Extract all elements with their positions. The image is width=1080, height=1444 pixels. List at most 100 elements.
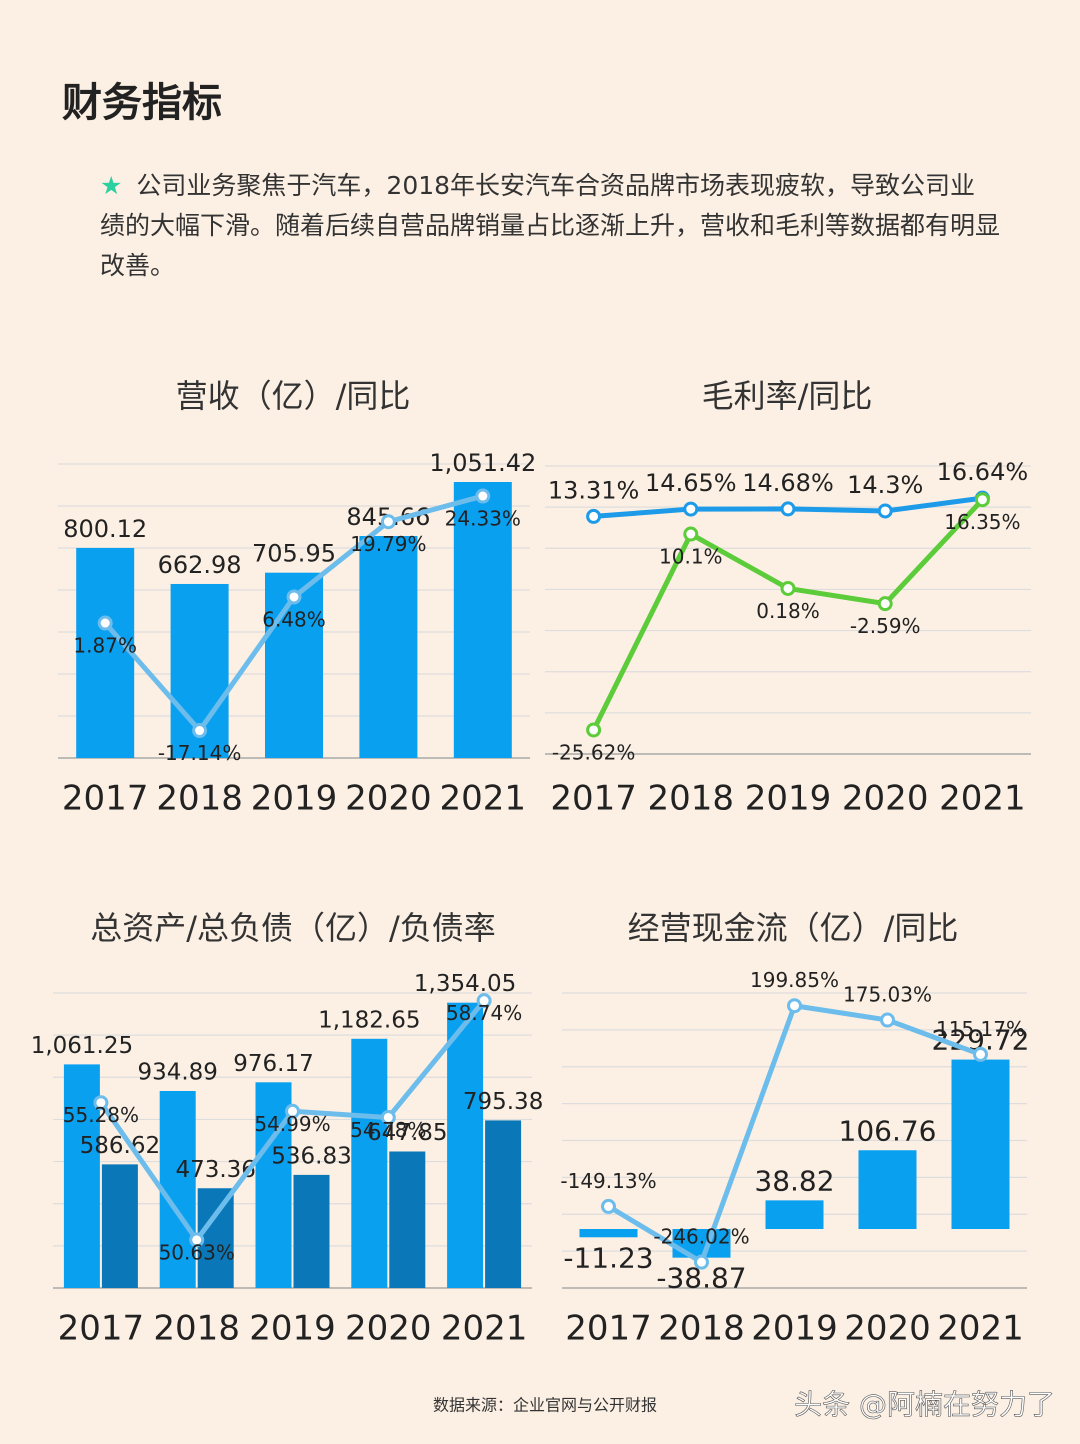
intro-text: 公司业务聚焦于汽车，2018年长安汽车合资品牌市场表现疲软，导致公司业绩的大幅下… <box>100 171 1001 280</box>
line-point <box>380 1109 396 1125</box>
bar-label: 705.95 <box>252 540 336 568</box>
line-label: 14.65% <box>645 469 737 497</box>
bar-label: 662.98 <box>158 551 242 579</box>
x-tick-label: 2019 <box>251 779 338 819</box>
bar <box>359 536 418 758</box>
bar-label: 647.85 <box>367 1120 447 1146</box>
bar-label: 934.89 <box>137 1060 217 1086</box>
bullet: ★ <box>100 171 123 200</box>
bar <box>579 1229 638 1238</box>
line-point <box>285 1103 300 1119</box>
line-point <box>601 1198 616 1214</box>
line-label: -2.59% <box>850 614 921 638</box>
chart-title: 毛利率/同比 <box>702 377 873 415</box>
line-point <box>286 589 302 605</box>
intro: ★ 公司业务聚焦于汽车，2018年长安汽车合资品牌市场表现疲软，导致公司业绩的大幅… <box>100 166 1000 286</box>
x-tick-label: 2017 <box>565 1309 652 1349</box>
bar <box>453 482 512 758</box>
line-label: 6.48% <box>262 607 326 631</box>
line-point <box>974 492 990 508</box>
x-tick-label: 2021 <box>937 1309 1024 1349</box>
source: 数据来源：企业官网与公开财报 <box>433 1396 657 1415</box>
line-point <box>97 615 113 631</box>
x-tick-label: 2020 <box>345 1309 432 1349</box>
line-point <box>192 723 208 739</box>
x-tick-label: 2019 <box>751 1309 838 1349</box>
line-point <box>787 998 802 1014</box>
line-label: 14.3% <box>847 471 923 499</box>
line-label: 199.85% <box>750 968 839 992</box>
bar-label: -11.23 <box>563 1241 653 1274</box>
line-point <box>93 1095 109 1111</box>
bar <box>76 547 135 758</box>
line-label: 115.17% <box>936 1017 1025 1041</box>
bar-label: 1,051.42 <box>429 449 536 477</box>
bar-label: 1,061.25 <box>31 1033 133 1059</box>
bar-label: 106.76 <box>839 1114 937 1147</box>
line-label: -149.13% <box>560 1169 656 1193</box>
x-tick-label: 2019 <box>745 779 832 819</box>
bar <box>293 1174 330 1288</box>
line-label: 58.74% <box>446 1001 522 1025</box>
chart-title: 总资产/总负债（亿）/负债率 <box>90 909 496 947</box>
line-label: -25.62% <box>552 740 635 764</box>
line-point <box>780 501 796 517</box>
line-point <box>683 501 699 517</box>
x-tick-label: 2021 <box>939 779 1026 819</box>
chart-title: 营收（亿）/同比 <box>176 377 411 415</box>
line-point <box>586 508 602 524</box>
line-label: 10.1% <box>659 545 723 569</box>
x-tick-label: 2020 <box>842 779 929 819</box>
line-point <box>475 488 491 504</box>
line-label: 16.64% <box>937 458 1029 486</box>
line-point <box>189 1232 205 1248</box>
bar-label: 586.62 <box>80 1133 160 1159</box>
bar <box>351 1038 388 1288</box>
line-point <box>694 1254 709 1270</box>
bar-label: 536.83 <box>271 1143 351 1169</box>
line-label: 54.99% <box>254 1112 330 1136</box>
bar-label: 1,182.65 <box>318 1007 420 1033</box>
x-tick-label: 2017 <box>62 779 149 819</box>
line-label: 50.63% <box>159 1240 235 1264</box>
x-tick-label: 2021 <box>440 779 527 819</box>
line-label: 19.79% <box>350 532 426 556</box>
line-point <box>476 993 492 1009</box>
x-tick-label: 2021 <box>441 1309 528 1349</box>
bar <box>951 1059 1010 1229</box>
x-tick-label: 2018 <box>153 1309 240 1349</box>
x-tick-label: 2020 <box>345 779 432 819</box>
line-point <box>586 722 602 738</box>
line-label: 24.33% <box>445 507 521 531</box>
line-label: 1.87% <box>73 634 137 658</box>
line-label: 16.35% <box>944 510 1020 534</box>
x-tick-label: 2018 <box>156 779 243 819</box>
x-tick-label: 2017 <box>550 779 637 819</box>
page-title: 财务指标 <box>62 80 222 126</box>
bar <box>447 1002 484 1288</box>
line-point <box>380 514 396 530</box>
bar <box>765 1200 824 1229</box>
line-label: 175.03% <box>843 983 932 1007</box>
line-label: -17.14% <box>158 741 241 765</box>
bar <box>63 1064 100 1288</box>
x-tick-label: 2018 <box>658 1309 745 1349</box>
bar <box>389 1151 426 1288</box>
line-label: 55.28% <box>63 1103 139 1127</box>
line-point <box>877 503 893 519</box>
line-label: 13.31% <box>548 476 640 504</box>
line-label: 0.18% <box>756 599 820 623</box>
line-label: -246.02% <box>653 1225 749 1249</box>
line-point <box>780 580 796 596</box>
bar <box>485 1120 522 1288</box>
x-tick-label: 2018 <box>648 779 735 819</box>
bar <box>858 1150 917 1229</box>
x-tick-label: 2017 <box>58 1309 145 1349</box>
x-tick-label: 2019 <box>249 1309 336 1349</box>
bar <box>159 1091 196 1288</box>
bar-label: 795.38 <box>463 1089 543 1115</box>
x-tick-label: 2020 <box>844 1309 931 1349</box>
bar-label: 1,354.05 <box>414 971 516 997</box>
